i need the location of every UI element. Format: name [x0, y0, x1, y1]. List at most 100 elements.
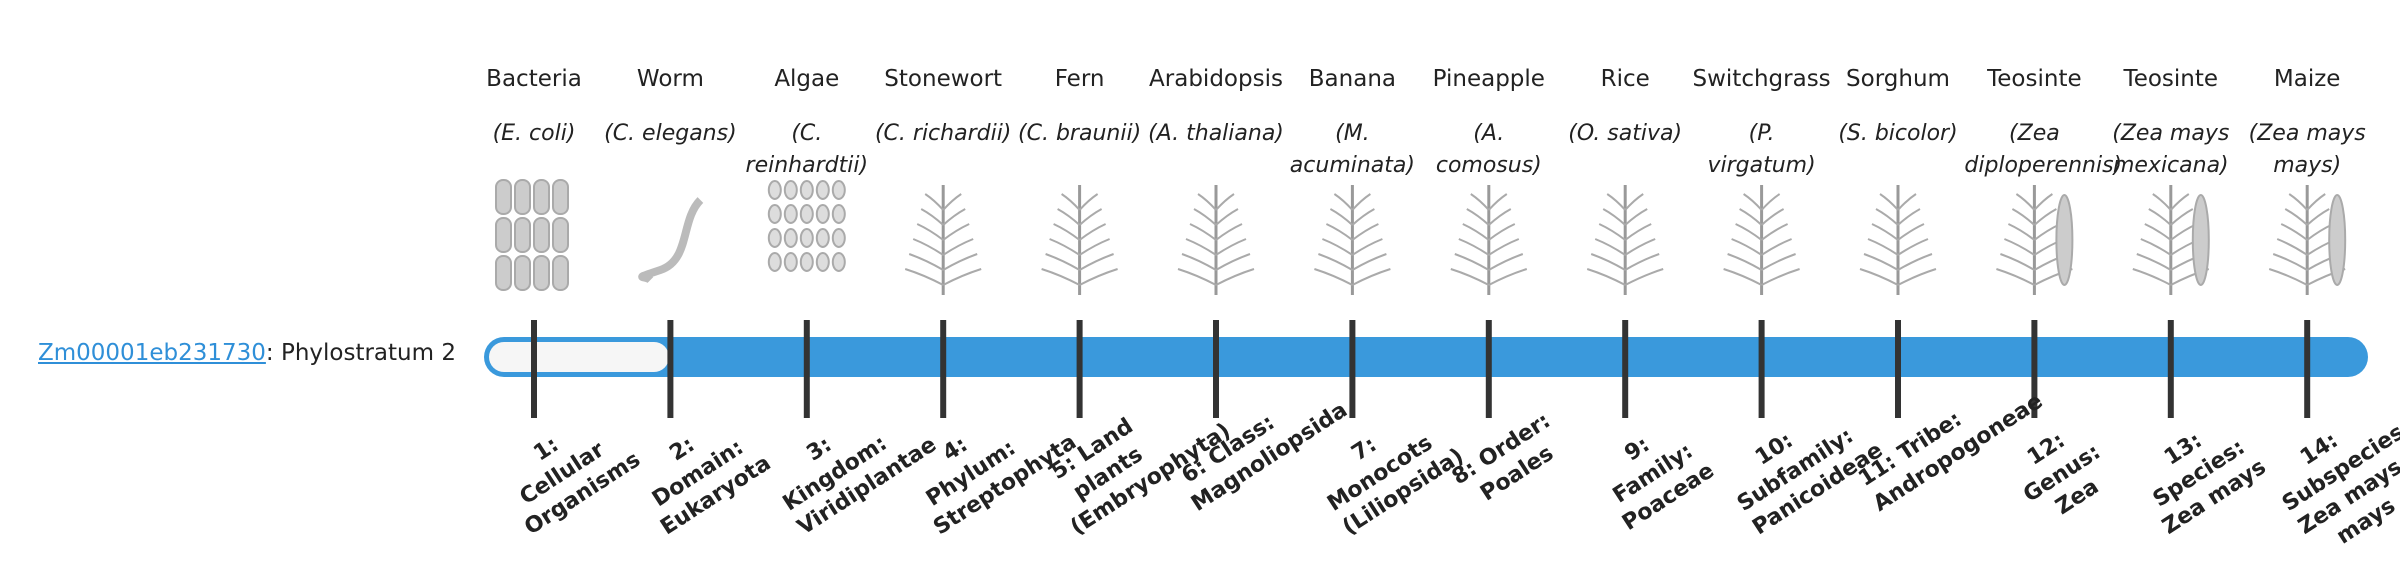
icon-part: [552, 255, 569, 291]
icon-part: [2011, 208, 2057, 226]
organism-name: Switchgrass: [1692, 66, 1831, 92]
icon-part: [552, 179, 569, 215]
icon-part: [1867, 238, 1929, 256]
icon-part: [924, 193, 962, 211]
icon-part: [1177, 268, 1255, 286]
icon-part: [533, 255, 550, 291]
icon-part: [1458, 238, 1520, 256]
icon-part: [1731, 238, 1792, 256]
icon-part: [1606, 193, 1644, 211]
icon-part: [767, 204, 782, 224]
icon-part: [783, 228, 798, 248]
icon-part: [514, 179, 531, 215]
organism-species: (E. coli): [492, 121, 576, 146]
organism-species: (A. comosus): [1435, 121, 1542, 178]
organism-icon: [1177, 185, 1255, 295]
icon-part: [783, 252, 798, 272]
organism-name: Sorghum: [1846, 66, 1950, 92]
organism-species: (Zea mays mays): [2248, 121, 2366, 178]
icon-part: [815, 228, 830, 248]
icon-part: [1594, 238, 1656, 256]
organism-species: (C. braunii): [1018, 121, 1142, 146]
organism-icon: [1314, 185, 1391, 295]
icon-part: [1314, 268, 1391, 286]
icon-part: [2152, 193, 2190, 211]
icon-part: [1739, 208, 1785, 226]
timeline-bar: [484, 337, 2368, 377]
icon-part: [2015, 193, 2053, 211]
organism-species: (A. thaliana): [1148, 121, 1284, 146]
organism-name: Fern: [1054, 66, 1105, 92]
icon-part: [1466, 208, 1512, 226]
icon-part: [831, 252, 846, 272]
icon-part: [2148, 208, 2194, 226]
icon-part: [1875, 208, 1921, 226]
icon-part: [1743, 193, 1781, 211]
icon-part: [2328, 194, 2347, 286]
icon-part: [1470, 193, 1508, 211]
icon-part: [1061, 193, 1099, 211]
icon-part: [514, 217, 531, 253]
organism-species: (O. sativa): [1568, 121, 1683, 146]
gene-label: Zm00001eb231730: Phylostratum 2: [38, 340, 456, 366]
timeline-fill: [489, 342, 669, 372]
icon-part: [2191, 194, 2210, 286]
organism-icon: [638, 197, 704, 284]
icon-part: [904, 268, 982, 286]
icon-part: [1586, 268, 1664, 286]
icon-part: [552, 217, 569, 253]
icon-part: [767, 228, 782, 248]
icon-part: [815, 180, 830, 200]
icon-part: [908, 253, 978, 271]
icon-part: [2288, 193, 2326, 211]
organism-icon: [1723, 185, 1800, 295]
icon-part: [495, 217, 512, 253]
icon-part: [1598, 223, 1652, 241]
icon-part: [799, 204, 814, 224]
organism-species: (M. acuminata): [1289, 121, 1415, 178]
organism-species: (S. bicolor): [1838, 121, 1958, 146]
icon-part: [1462, 223, 1516, 241]
icon-part: [1193, 208, 1239, 226]
organism-icon: [1586, 185, 1664, 295]
icon-part: [1053, 223, 1107, 241]
organism-name: Rice: [1600, 66, 1650, 92]
icon-part: [1325, 223, 1379, 241]
icon-part: [767, 180, 782, 200]
organism-species: (C. elegans): [604, 121, 737, 146]
icon-part: [1057, 208, 1103, 226]
icon-part: [831, 228, 846, 248]
organism-species: (P. virgatum): [1707, 121, 1816, 178]
icon-part: [1041, 268, 1118, 286]
gene-link[interactable]: Zm00001eb231730: [38, 340, 266, 366]
organism-species: (C. richardii): [874, 121, 1012, 146]
icon-part: [1859, 268, 1937, 286]
organism-name: Stonewort: [884, 66, 1003, 92]
icon-part: [1450, 268, 1528, 286]
organism-icon: [904, 185, 982, 295]
icon-part: [831, 204, 846, 224]
icon-part: [2055, 194, 2074, 286]
icon-part: [1185, 238, 1247, 256]
icon-part: [1181, 253, 1251, 271]
icon-part: [1727, 253, 1796, 271]
icon-part: [912, 238, 974, 256]
icon-part: [514, 255, 531, 291]
icon-part: [1723, 268, 1800, 286]
organism-name: Teosinte: [1987, 66, 2082, 92]
icon-part: [495, 179, 512, 215]
icon-part: [1333, 193, 1371, 211]
icon-part: [767, 252, 782, 272]
organism-icon: [1450, 185, 1528, 295]
organism-name: Banana: [1308, 66, 1396, 92]
icon-part: [815, 252, 830, 272]
icon-part: [1197, 193, 1235, 211]
icon-part: [495, 255, 512, 291]
organism-name: Bacteria: [486, 66, 582, 92]
icon-part: [1871, 223, 1925, 241]
icon-part: [783, 204, 798, 224]
icon-part: [1045, 253, 1114, 271]
icon-part: [1189, 223, 1243, 241]
